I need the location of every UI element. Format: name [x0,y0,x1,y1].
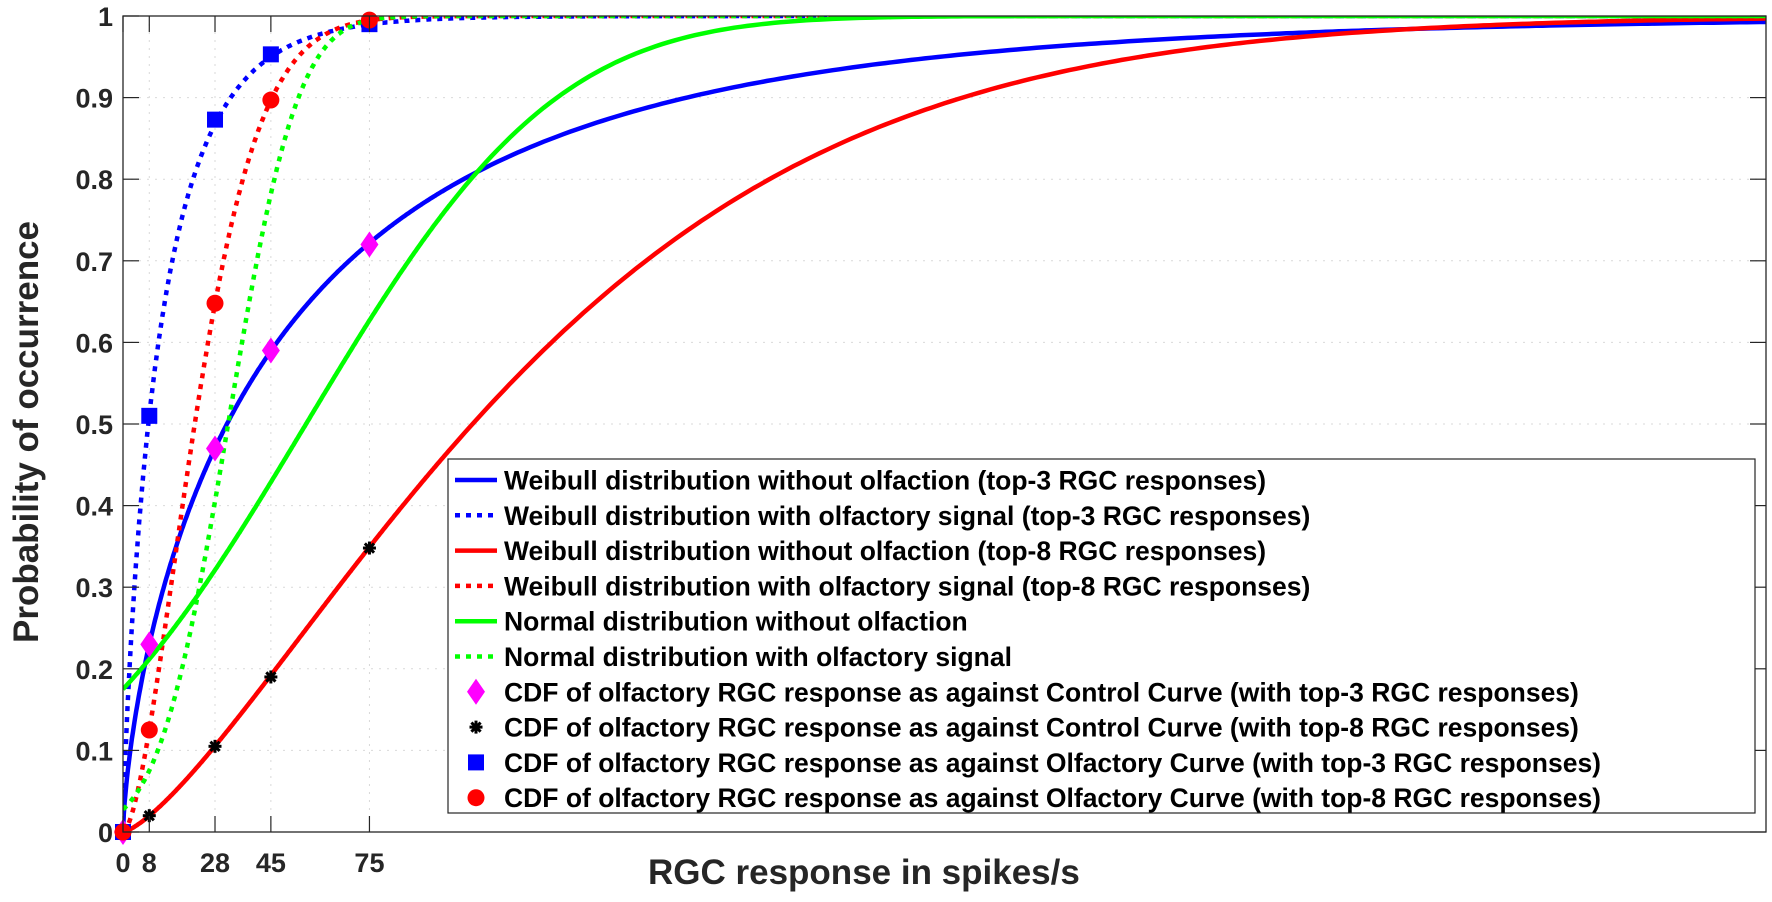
curve-2 [123,16,1766,832]
x-tick-label: 28 [200,848,230,878]
legend-label: Weibull distribution without olfaction (… [504,536,1266,566]
legend-marker-diamond [467,678,485,705]
marker-square-2 [141,407,158,424]
curve-5 [123,16,1766,691]
x-tick-label: 0 [115,848,130,878]
x-tick-label: 8 [142,848,157,878]
legend-label: Weibull distribution with olfactory sign… [504,501,1310,531]
markers [114,11,379,845]
legend-label: CDF of olfactory RGC response as against… [504,713,1579,743]
marker-diamond-5 [360,231,379,258]
legend-label: Normal distribution without olfaction [504,607,968,637]
marker-asterisk-3 [208,739,222,753]
y-tick-label: 0.3 [75,573,113,603]
legend-marker-circle [467,789,485,807]
legend-marker-square [468,754,484,771]
legend: Weibull distribution without olfaction (… [447,458,1756,814]
y-tick-label: 0.6 [75,328,113,358]
marker-circle-4 [262,91,280,109]
asterisk-stroke [209,740,221,752]
tick-labels: 0 8 28 45 75 0 0.1 0.2 0.3 0.4 0.5 0.6 0.7 0.8 0.9 1 [75,2,384,878]
legend-label: CDF of olfactory RGC response as against… [504,783,1601,813]
asterisk-stroke [363,542,376,554]
marker-circle-3 [206,294,224,312]
marker-circle-2 [140,721,158,739]
y-tick-label: 1 [98,2,113,32]
y-axis-label: Probability of occurrence [7,221,46,643]
legend-label: Normal distribution with olfactory signa… [504,642,1012,672]
marker-asterisk-2 [142,809,156,823]
y-tick-label: 0.9 [75,84,113,114]
marker-square-4 [262,46,279,63]
asterisk-stroke [470,721,482,733]
legend-label: Weibull distribution with olfactory sign… [504,571,1310,601]
x-axis-label: RGC response in spikes/s [648,853,1080,892]
axes-frame [122,15,1767,833]
marker-diamond-4 [261,337,280,364]
x-tick-label: 45 [256,848,286,878]
y-tick-label: 0.5 [75,410,113,440]
legend-label: CDF of olfactory RGC response as against… [504,677,1579,707]
marker-square-3 [207,111,224,128]
legend-label: CDF of olfactory RGC response as against… [504,748,1601,778]
x-tick-label: 75 [354,848,384,878]
legend-label: Weibull distribution without olfaction (… [504,466,1266,496]
legend-marker-asterisk [469,720,483,734]
asterisk-stroke [143,810,155,822]
y-tick-label: 0.7 [75,247,113,277]
y-tick-label: 0.8 [75,165,113,195]
marker-asterisk-4 [264,670,278,684]
y-tick-label: 0.2 [75,655,113,685]
y-tick-label: 0.4 [75,492,113,522]
marker-diamond-2 [140,631,159,658]
legend-box [447,458,1756,814]
y-tick-label: 0.1 [75,736,113,766]
marker-diamond-3 [206,435,225,462]
marker-asterisk-5 [362,541,376,555]
asterisk-stroke [265,671,277,683]
y-tick-label: 0 [98,818,113,848]
